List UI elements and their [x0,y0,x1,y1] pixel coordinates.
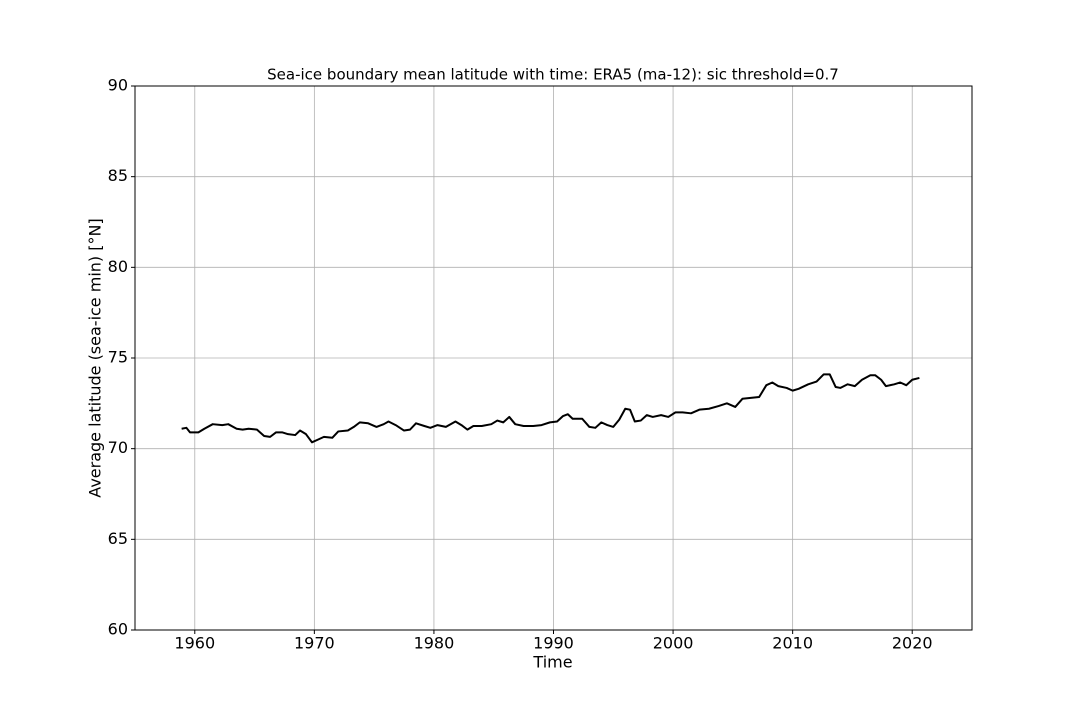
y-axis-label: Average latitude (sea-ice min) [°N] [86,218,105,497]
data-line [181,373,920,444]
x-tick-label: 1990 [533,634,574,653]
x-tick-label: 1980 [414,634,455,653]
y-tick-label: 70 [108,438,128,457]
y-tick-label: 65 [108,529,128,548]
y-tick-label: 60 [108,620,128,639]
y-tick-label: 90 [108,76,128,95]
x-tick-label: 1970 [294,634,335,653]
x-tick-label: 1960 [174,634,215,653]
y-tick-label: 75 [108,348,128,367]
plot-frame [134,85,973,631]
y-tick-label: 85 [108,166,128,185]
chart-title: Sea-ice boundary mean latitude with time… [267,66,839,84]
x-tick-label: 2020 [892,634,933,653]
y-tick-label: 80 [108,257,128,276]
x-axis-label: Time [532,653,572,672]
x-tick-label: 2010 [772,634,813,653]
x-tick-label: 2000 [653,634,694,653]
